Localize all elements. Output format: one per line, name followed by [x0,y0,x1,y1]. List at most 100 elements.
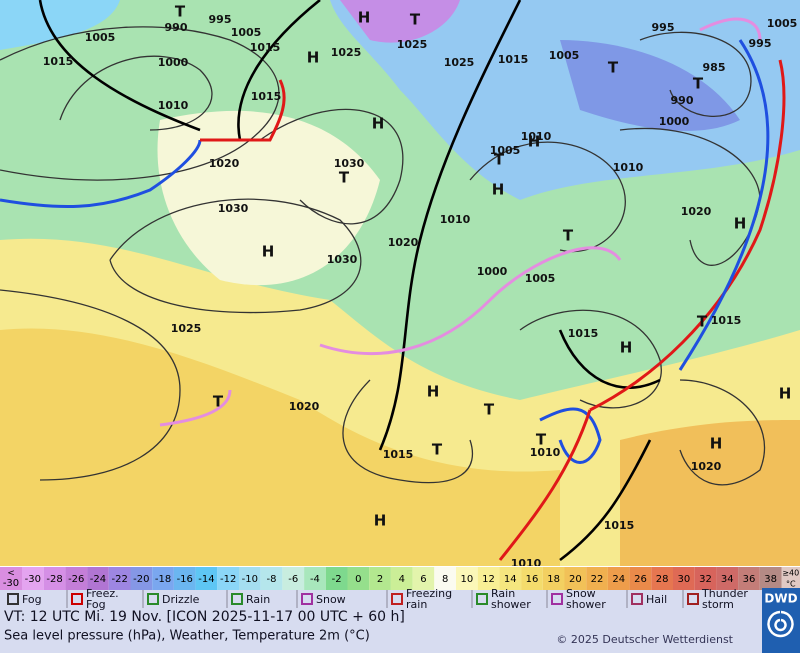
isobar-label: 1015 [604,519,635,532]
scale-label: 18 [547,574,560,585]
scale-label: 10 [460,574,473,585]
pressure-center: T [693,75,704,93]
isobar-label: 1025 [444,56,475,69]
scale-label: -18 [155,574,171,585]
pressure-center: T [175,3,186,21]
scale-label: -10 [242,574,258,585]
scale-label: 32 [699,574,712,585]
scale-label: 22 [591,574,604,585]
pressure-center: H [307,49,320,67]
isobar-label: 1025 [171,322,202,335]
pressure-center: T [339,169,350,187]
legend-label: Hail [646,593,667,606]
scale-label: -12 [220,574,236,585]
scale-label: 36 [743,574,756,585]
legend-label: Rain [246,593,270,606]
scale-label: -24 [90,574,106,585]
scale-label: 12 [482,574,495,585]
scale-label: 28 [656,574,669,585]
scale-label: 4 [399,574,405,585]
scale-label: 0 [355,574,361,585]
legend-label: rain [406,598,427,611]
pressure-center: H [620,339,633,357]
isobar-label: 1030 [218,202,249,215]
isobar-label: 1015 [711,314,742,327]
isobar-label: 1020 [388,236,419,249]
pressure-center: H [710,435,723,453]
pressure-center: H [358,9,371,27]
isobar-label: 1000 [477,265,508,278]
scale-label: -6 [288,574,298,585]
pressure-center: T [484,401,495,419]
pressure-center: H [528,133,541,151]
valid-time: VT: 12 UTC Mi. 19 Nov. [ICON 2025-11-17 … [4,609,405,625]
pressure-center: H [427,383,440,401]
pressure-center: H [734,215,747,233]
isobar-label: 1020 [289,400,320,413]
logo: DWD [764,592,797,606]
isobar-label: 1005 [85,31,116,44]
isobar-label: 995 [652,21,675,34]
isobar-label: 995 [749,37,772,50]
pressure-center: T [213,393,224,411]
scale-label: 16 [526,574,539,585]
scale-label: °C [786,580,796,589]
isobar-label: 1015 [568,327,599,340]
legend-label: Fog [22,593,42,606]
isobar-label: 990 [165,21,188,34]
scale-label: 24 [612,574,625,585]
isobar-label: 1000 [158,56,189,69]
pressure-center: T [410,11,421,29]
scale-label: < [7,569,15,579]
legend-label: storm [702,598,734,611]
scale-label: -16 [177,574,193,585]
scale-label: -30 [3,578,19,589]
isobar-label: 1015 [383,448,414,461]
pressure-center: T [697,313,708,331]
pressure-center: H [779,385,792,403]
legend-label: shower [491,598,531,611]
isobar-label: 1010 [440,213,471,226]
pressure-center: T [432,441,443,459]
isobar-label: 1005 [767,17,798,30]
pressure-center: T [563,227,574,245]
isobar-label: 1025 [331,46,362,59]
isobar-label: 1005 [549,49,580,62]
scale-label: 30 [677,574,690,585]
scale-label: 2 [377,574,383,585]
pressure-center: H [262,243,275,261]
isobar-label: 1000 [659,115,690,128]
isobar-label: 990 [671,94,694,107]
scale-label: -14 [198,574,214,585]
scale-label: 14 [504,574,517,585]
isobar-label: 1020 [681,205,712,218]
isobar-label: 985 [703,61,726,74]
legend-label: Snow [316,593,346,606]
scale-label: -26 [68,574,84,585]
scale-label: -8 [267,574,277,585]
isobar-label: 1025 [397,38,428,51]
description: Sea level pressure (hPa), Weather, Tempe… [4,629,370,644]
scale-label: 8 [442,574,448,585]
scale-label: 38 [764,574,777,585]
map [0,0,800,566]
isobar-label: 1005 [525,272,556,285]
scale-label: -2 [332,574,342,585]
scale-label: 34 [721,574,734,585]
isobar-label: 1015 [250,41,281,54]
scale-label: -28 [46,574,62,585]
pressure-center: H [492,181,505,199]
scale-label: -4 [310,574,320,585]
pressure-center: T [536,431,547,449]
isobar-label: 1020 [209,157,240,170]
isobar-label: 1015 [498,53,529,66]
scale-label: -30 [25,574,41,585]
isobar-label: 995 [209,13,232,26]
scale-label: 6 [420,574,426,585]
isobar-label: 1020 [691,460,722,473]
pressure-center: T [494,151,505,169]
pressure-center: H [372,115,385,133]
scale-label: -22 [111,574,127,585]
copyright: © 2025 Deutscher Wetterdienst [556,633,733,646]
